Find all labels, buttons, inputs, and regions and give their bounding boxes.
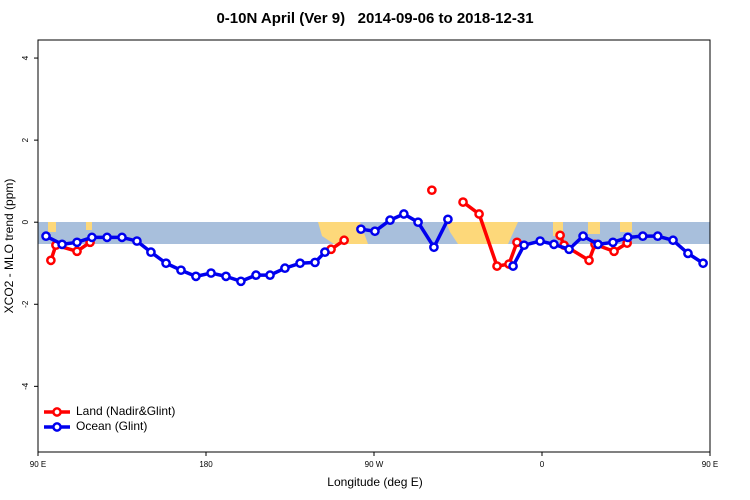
data-point bbox=[519, 240, 529, 251]
land-patch bbox=[86, 222, 92, 230]
land-patch bbox=[620, 222, 632, 232]
series-line bbox=[49, 200, 629, 268]
legend-label: Ocean (Glint) bbox=[76, 419, 147, 433]
data-point bbox=[146, 247, 156, 258]
data-point bbox=[698, 258, 708, 269]
data-point bbox=[295, 258, 305, 269]
data-point bbox=[429, 242, 439, 253]
y-tick-label: -2 bbox=[21, 300, 30, 308]
data-point bbox=[535, 236, 545, 246]
data-point bbox=[683, 248, 693, 259]
y-tick-label: -4 bbox=[21, 382, 30, 390]
data-point bbox=[413, 217, 423, 228]
data-point bbox=[623, 232, 633, 243]
data-point bbox=[320, 247, 330, 258]
data-point bbox=[584, 255, 594, 266]
data-point bbox=[176, 265, 186, 276]
data-point bbox=[652, 231, 663, 242]
legend-marker bbox=[52, 407, 62, 417]
data-point bbox=[102, 232, 112, 243]
x-tick-label: 90 E bbox=[702, 460, 718, 469]
data-point bbox=[578, 231, 588, 242]
data-point bbox=[555, 230, 565, 241]
chart-title: 0-10N April (Ver 9) 2014-09-06 to 2018-1… bbox=[216, 10, 533, 27]
data-point bbox=[508, 261, 518, 271]
y-axis-label: XCO2 - MLO trend (ppm) bbox=[2, 179, 16, 314]
data-point bbox=[370, 226, 380, 237]
data-point bbox=[280, 263, 290, 274]
data-point bbox=[72, 246, 82, 257]
data-point bbox=[492, 261, 502, 271]
x-tick-label: 0 bbox=[540, 460, 545, 469]
data-point bbox=[549, 239, 559, 250]
data-point bbox=[206, 268, 216, 278]
data-point bbox=[593, 239, 603, 250]
data-point bbox=[458, 197, 468, 207]
data-point bbox=[191, 271, 201, 282]
data-point bbox=[668, 235, 678, 246]
land-patch bbox=[446, 222, 518, 244]
land-patch bbox=[318, 222, 368, 244]
data-point bbox=[46, 255, 56, 266]
data-point bbox=[474, 209, 484, 219]
legend-label: Land (Nadir&Glint) bbox=[76, 404, 175, 418]
legend: Land (Nadir&Glint)Ocean (Glint) bbox=[44, 404, 175, 433]
data-point bbox=[356, 224, 366, 235]
data-point bbox=[117, 232, 127, 243]
land-patch bbox=[588, 222, 600, 234]
data-point bbox=[399, 209, 409, 219]
data-point bbox=[87, 232, 97, 243]
data-point bbox=[427, 185, 437, 196]
legend-marker bbox=[52, 422, 62, 432]
data-point bbox=[608, 237, 618, 248]
data-point bbox=[564, 244, 574, 255]
y-tick-label: 2 bbox=[21, 137, 30, 142]
data-point bbox=[310, 257, 320, 268]
data-point bbox=[41, 231, 51, 242]
data-point bbox=[609, 246, 619, 257]
data-point bbox=[443, 214, 453, 225]
data-point bbox=[132, 236, 142, 246]
x-tick-label: 180 bbox=[199, 460, 213, 469]
data-point bbox=[339, 235, 349, 246]
x-tick-label: 90 W bbox=[365, 460, 384, 469]
plot-frame bbox=[37, 39, 711, 453]
data-point bbox=[72, 237, 82, 248]
data-point bbox=[637, 231, 648, 242]
y-tick-label: 4 bbox=[21, 55, 30, 60]
data-point bbox=[57, 239, 67, 250]
land-patch bbox=[48, 222, 56, 232]
data-point bbox=[221, 271, 231, 282]
data-point bbox=[265, 270, 275, 280]
x-axis-label: Longitude (deg E) bbox=[327, 475, 422, 489]
data-point bbox=[251, 270, 261, 280]
data-point bbox=[385, 215, 395, 225]
data-point bbox=[236, 276, 246, 287]
data-point bbox=[161, 258, 171, 269]
land-patch bbox=[553, 222, 563, 236]
x-tick-label: 90 E bbox=[30, 460, 46, 469]
y-tick-label: 0 bbox=[21, 219, 30, 224]
